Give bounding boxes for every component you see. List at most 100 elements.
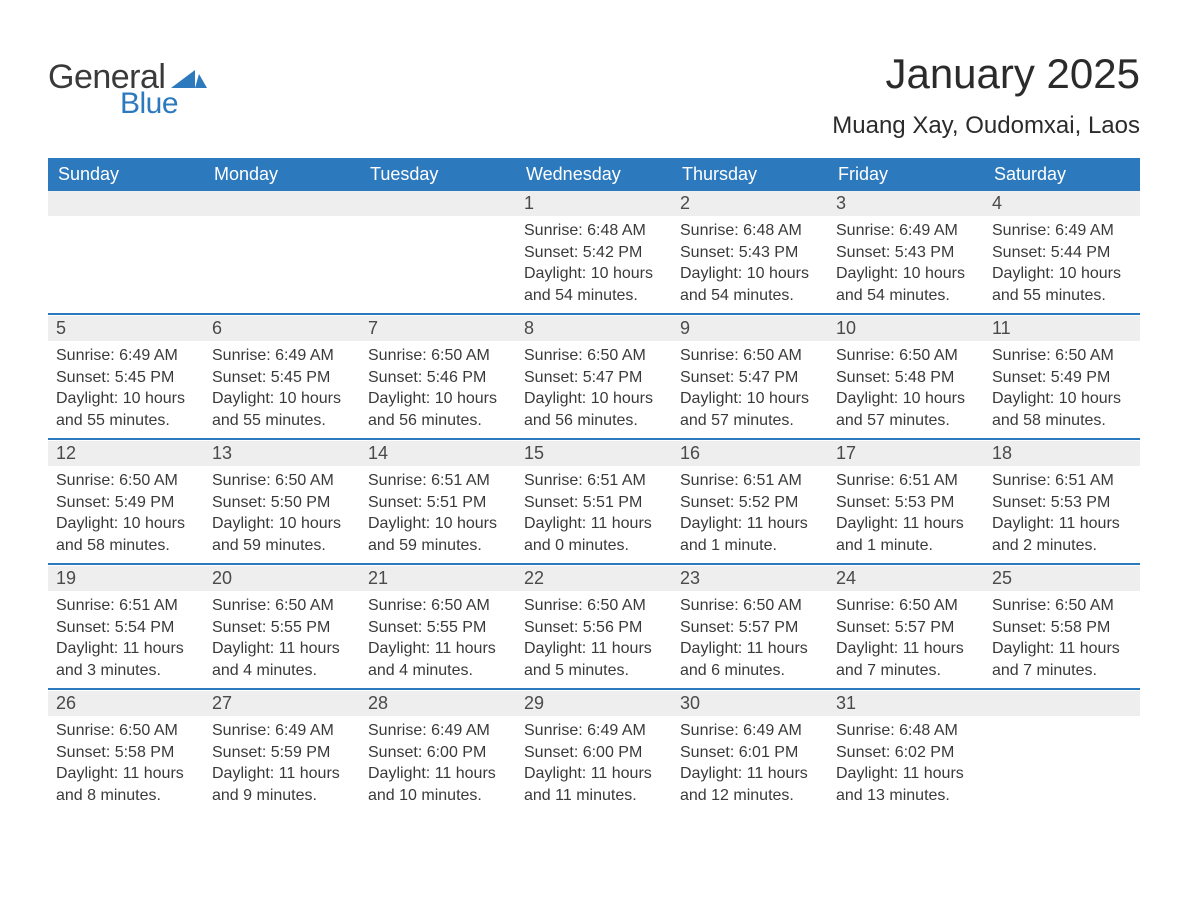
day-number-cell: 4: [984, 191, 1140, 216]
day-number: 30: [672, 691, 828, 716]
day-cell: Sunrise: 6:50 AMSunset: 5:47 PMDaylight:…: [672, 341, 828, 439]
daylight-line: Daylight: 10 hours and 56 minutes.: [524, 388, 664, 431]
daynum-row: 262728293031: [48, 691, 1140, 716]
sunrise-line: Sunrise: 6:50 AM: [836, 595, 976, 617]
empty-day-cell: [984, 716, 1140, 814]
day-number: 23: [672, 566, 828, 591]
daylight-line: Daylight: 11 hours and 3 minutes.: [56, 638, 196, 681]
day-body: Sunrise: 6:51 AMSunset: 5:54 PMDaylight:…: [48, 591, 204, 681]
empty-daynum-cell: [48, 191, 204, 216]
day-number-cell: 15: [516, 441, 672, 466]
sunset-line: Sunset: 5:59 PM: [212, 742, 352, 764]
day-number-cell: 3: [828, 191, 984, 216]
day-number-cell: 22: [516, 566, 672, 591]
day-body: Sunrise: 6:50 AMSunset: 5:46 PMDaylight:…: [360, 341, 516, 431]
day-cell: Sunrise: 6:49 AMSunset: 5:44 PMDaylight:…: [984, 216, 1140, 314]
day-body: Sunrise: 6:50 AMSunset: 5:56 PMDaylight:…: [516, 591, 672, 681]
day-number-cell: 8: [516, 316, 672, 341]
day-number: 28: [360, 691, 516, 716]
sunset-line: Sunset: 5:50 PM: [212, 492, 352, 514]
daylight-line: Daylight: 10 hours and 54 minutes.: [836, 263, 976, 306]
day-cell: Sunrise: 6:50 AMSunset: 5:57 PMDaylight:…: [828, 591, 984, 689]
day-number-cell: 9: [672, 316, 828, 341]
sunset-line: Sunset: 5:58 PM: [992, 617, 1132, 639]
day-body: Sunrise: 6:51 AMSunset: 5:51 PMDaylight:…: [516, 466, 672, 556]
daylight-line: Daylight: 11 hours and 9 minutes.: [212, 763, 352, 806]
sunset-line: Sunset: 5:46 PM: [368, 367, 508, 389]
day-number: 7: [360, 316, 516, 341]
day-cell: Sunrise: 6:50 AMSunset: 5:47 PMDaylight:…: [516, 341, 672, 439]
day-number: 1: [516, 191, 672, 216]
sunrise-line: Sunrise: 6:49 AM: [368, 720, 508, 742]
day-cell: Sunrise: 6:48 AMSunset: 5:43 PMDaylight:…: [672, 216, 828, 314]
sunset-line: Sunset: 5:55 PM: [368, 617, 508, 639]
day-number-cell: 23: [672, 566, 828, 591]
calendar-table: SundayMondayTuesdayWednesdayThursdayFrid…: [48, 158, 1140, 814]
week-body-row: Sunrise: 6:50 AMSunset: 5:58 PMDaylight:…: [48, 716, 1140, 814]
day-number: 11: [984, 316, 1140, 341]
day-body: Sunrise: 6:49 AMSunset: 5:59 PMDaylight:…: [204, 716, 360, 806]
day-body: Sunrise: 6:50 AMSunset: 5:58 PMDaylight:…: [984, 591, 1140, 681]
day-cell: Sunrise: 6:50 AMSunset: 5:49 PMDaylight:…: [984, 341, 1140, 439]
daynum-row: 1234: [48, 191, 1140, 216]
day-body: Sunrise: 6:51 AMSunset: 5:51 PMDaylight:…: [360, 466, 516, 556]
daylight-line: Daylight: 11 hours and 4 minutes.: [212, 638, 352, 681]
header: General Blue January 2025 Muang Xay, Oud…: [48, 50, 1140, 140]
sunset-line: Sunset: 5:47 PM: [524, 367, 664, 389]
day-body: Sunrise: 6:49 AMSunset: 6:01 PMDaylight:…: [672, 716, 828, 806]
day-number-cell: 11: [984, 316, 1140, 341]
day-number: 24: [828, 566, 984, 591]
day-number: 22: [516, 566, 672, 591]
week-body-row: Sunrise: 6:50 AMSunset: 5:49 PMDaylight:…: [48, 466, 1140, 564]
day-cell: Sunrise: 6:51 AMSunset: 5:53 PMDaylight:…: [828, 466, 984, 564]
day-number-cell: 2: [672, 191, 828, 216]
daylight-line: Daylight: 11 hours and 2 minutes.: [992, 513, 1132, 556]
day-cell: Sunrise: 6:50 AMSunset: 5:57 PMDaylight:…: [672, 591, 828, 689]
empty-daynum-cell: [360, 191, 516, 216]
sunrise-line: Sunrise: 6:48 AM: [680, 220, 820, 242]
day-number-cell: 19: [48, 566, 204, 591]
sunrise-line: Sunrise: 6:51 AM: [56, 595, 196, 617]
day-body: Sunrise: 6:50 AMSunset: 5:49 PMDaylight:…: [48, 466, 204, 556]
day-number: 14: [360, 441, 516, 466]
day-body: Sunrise: 6:51 AMSunset: 5:53 PMDaylight:…: [984, 466, 1140, 556]
sunset-line: Sunset: 5:57 PM: [680, 617, 820, 639]
daylight-line: Daylight: 10 hours and 55 minutes.: [992, 263, 1132, 306]
day-number-cell: 16: [672, 441, 828, 466]
daylight-line: Daylight: 10 hours and 57 minutes.: [836, 388, 976, 431]
sunrise-line: Sunrise: 6:49 AM: [836, 220, 976, 242]
sunset-line: Sunset: 5:43 PM: [680, 242, 820, 264]
sunset-line: Sunset: 5:45 PM: [56, 367, 196, 389]
daylight-line: Daylight: 10 hours and 59 minutes.: [212, 513, 352, 556]
daylight-line: Daylight: 10 hours and 57 minutes.: [680, 388, 820, 431]
sunset-line: Sunset: 5:48 PM: [836, 367, 976, 389]
day-number: 12: [48, 441, 204, 466]
logo-word-blue: Blue: [120, 87, 178, 121]
sunrise-line: Sunrise: 6:51 AM: [524, 470, 664, 492]
day-cell: Sunrise: 6:51 AMSunset: 5:53 PMDaylight:…: [984, 466, 1140, 564]
day-number-cell: 21: [360, 566, 516, 591]
sunset-line: Sunset: 6:01 PM: [680, 742, 820, 764]
calendar-body: 1234Sunrise: 6:48 AMSunset: 5:42 PMDayli…: [48, 191, 1140, 814]
sunrise-line: Sunrise: 6:50 AM: [680, 595, 820, 617]
day-number-cell: 25: [984, 566, 1140, 591]
day-number: 16: [672, 441, 828, 466]
sunrise-line: Sunrise: 6:49 AM: [56, 345, 196, 367]
day-number-cell: 12: [48, 441, 204, 466]
daynum-row: 567891011: [48, 316, 1140, 341]
daynum-row: 19202122232425: [48, 566, 1140, 591]
sunrise-line: Sunrise: 6:50 AM: [368, 595, 508, 617]
weekday-header: Friday: [828, 158, 984, 191]
day-body: Sunrise: 6:50 AMSunset: 5:58 PMDaylight:…: [48, 716, 204, 806]
daylight-line: Daylight: 10 hours and 54 minutes.: [680, 263, 820, 306]
day-body: Sunrise: 6:50 AMSunset: 5:50 PMDaylight:…: [204, 466, 360, 556]
day-body: Sunrise: 6:51 AMSunset: 5:53 PMDaylight:…: [828, 466, 984, 556]
day-number: 15: [516, 441, 672, 466]
sunrise-line: Sunrise: 6:50 AM: [212, 470, 352, 492]
day-cell: Sunrise: 6:48 AMSunset: 6:02 PMDaylight:…: [828, 716, 984, 814]
location-subtitle: Muang Xay, Oudomxai, Laos: [832, 112, 1140, 140]
day-cell: Sunrise: 6:50 AMSunset: 5:48 PMDaylight:…: [828, 341, 984, 439]
day-cell: Sunrise: 6:50 AMSunset: 5:50 PMDaylight:…: [204, 466, 360, 564]
day-body: Sunrise: 6:49 AMSunset: 5:45 PMDaylight:…: [204, 341, 360, 431]
sunrise-line: Sunrise: 6:50 AM: [680, 345, 820, 367]
